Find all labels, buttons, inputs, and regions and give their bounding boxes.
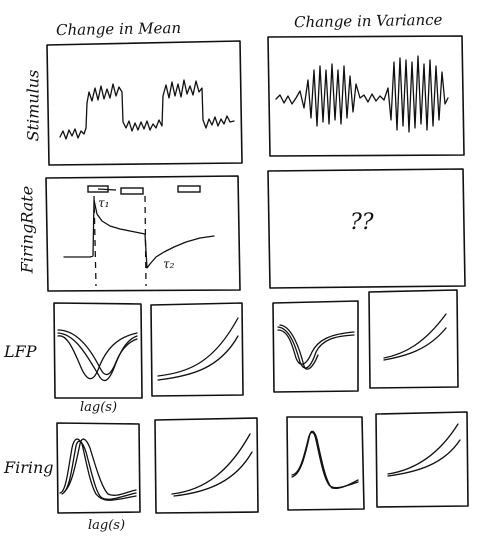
row-label-lfp: LFP — [4, 342, 37, 361]
stimulus-mean-trace — [59, 79, 235, 140]
lfp-mean-curve-1 — [157, 317, 239, 377]
lfp-variance-curve-1 — [383, 313, 447, 359]
firing-mean-lag-panel — [56, 422, 141, 514]
firing-variance-peak-2 — [291, 430, 359, 490]
lfp-mean-dip-2 — [57, 332, 138, 382]
lfp-variance-dip-3 — [279, 324, 319, 370]
stim-bar-3 — [177, 185, 201, 193]
lfp-mean-dip-3 — [57, 329, 138, 376]
row-label-firing: Firing — [4, 458, 54, 477]
lfp-lag-xlabel: lag(s) — [80, 400, 118, 415]
firing-variance-lag-panel — [286, 416, 365, 511]
tau1-annotation: τ₁ — [98, 196, 110, 210]
firing-variance-curve-panel — [375, 411, 469, 508]
firing-rate-trace — [63, 199, 215, 269]
lfp-variance-lag-panel — [272, 300, 359, 393]
firing-mean-curve-1 — [171, 433, 251, 495]
firing-variance-peak-1 — [291, 431, 359, 489]
lfp-variance-curve-panel — [368, 289, 459, 389]
stim-bar-2 — [120, 187, 144, 195]
lfp-mean-lag-panel — [53, 302, 143, 399]
lfp-mean-dip-1 — [57, 332, 138, 380]
stimulus-variance-panel — [267, 35, 465, 157]
tau2-annotation: τ₂ — [163, 257, 175, 271]
firing-mean-peak-2 — [61, 440, 137, 500]
unknown-annotation: ?? — [350, 210, 374, 235]
firing-variance-curve-1 — [387, 423, 459, 475]
stimulus-mean-panel — [46, 40, 243, 166]
firing-mean-peak-3 — [63, 438, 137, 496]
firing-mean-curve-panel — [154, 417, 259, 514]
firing-variance-curve-2 — [387, 439, 461, 477]
lfp-mean-curve-panel — [150, 302, 244, 397]
firing-mean-curve-2 — [173, 451, 253, 497]
lfp-mean-curve-2 — [157, 335, 239, 381]
stimulus-variance-trace — [275, 55, 449, 133]
firing-lag-xlabel: lag(s) — [88, 518, 126, 533]
firing-rate-mean-panel — [45, 175, 241, 292]
lfp-variance-curve-2 — [383, 327, 447, 361]
lfp-variance-dip-2 — [277, 326, 355, 369]
firing-rate-variance-panel — [267, 168, 466, 289]
